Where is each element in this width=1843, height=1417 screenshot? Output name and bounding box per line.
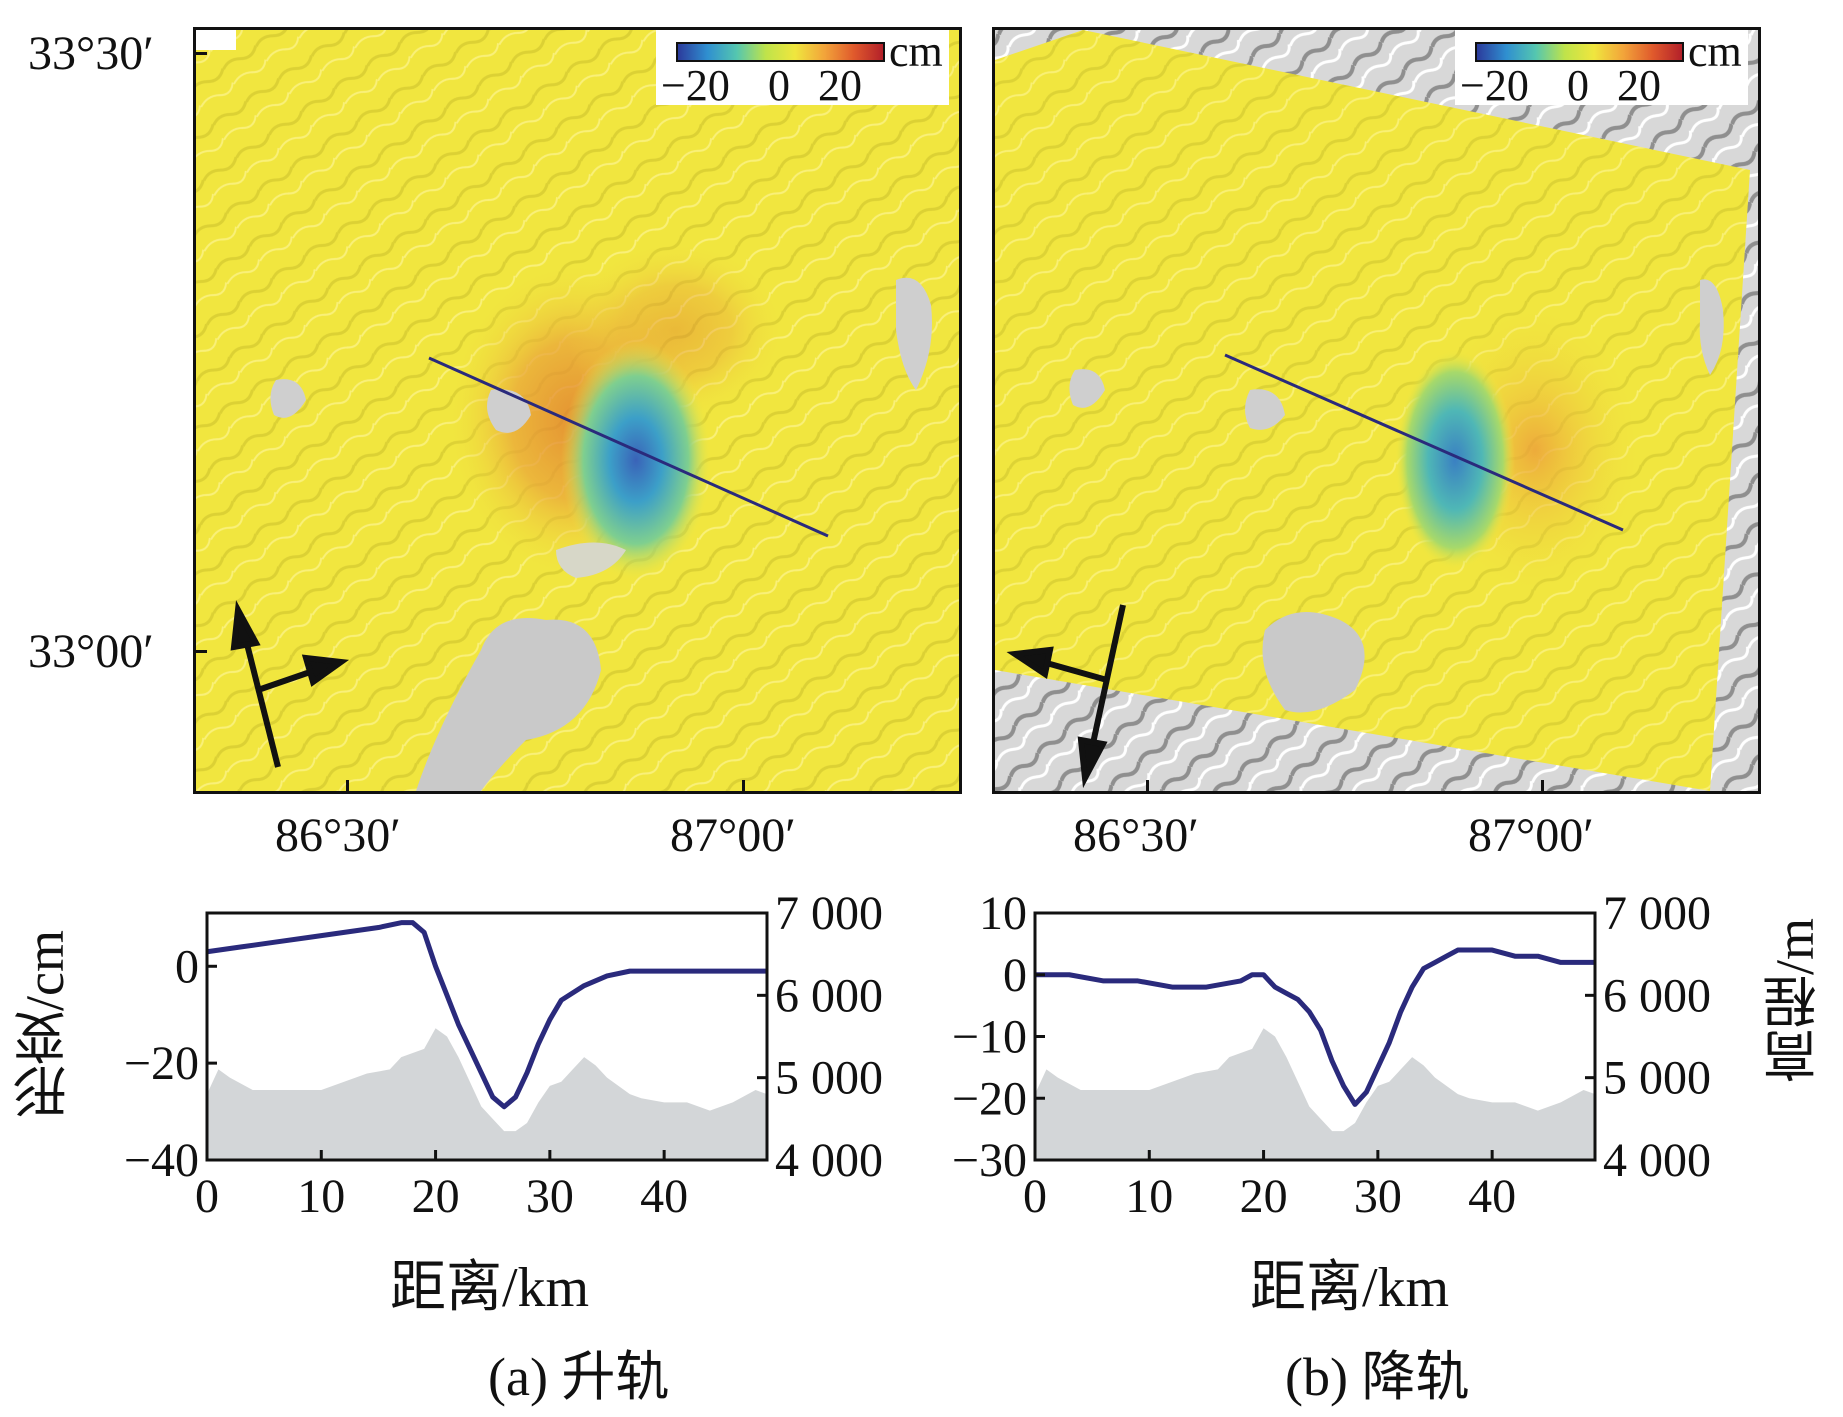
y2-tick-label: 7 000 — [775, 887, 883, 940]
x-tick-label: 20 — [412, 1170, 460, 1223]
tick-mark — [346, 780, 349, 794]
colorbar-tick: 0 — [768, 61, 790, 110]
y2-tick-label: 5 000 — [1603, 1052, 1711, 1105]
y-tick-label: −20 — [124, 1037, 199, 1090]
colorbar-tick: 20 — [1617, 61, 1661, 110]
plot-frame — [205, 911, 769, 1162]
y2-tick-label: 4 000 — [1603, 1134, 1711, 1187]
y2-tick-label: 4 000 — [775, 1134, 883, 1187]
map-descending-image — [995, 30, 1758, 791]
colorbar-gradient — [1475, 42, 1684, 62]
x-tick-label: 0 — [1023, 1170, 1047, 1223]
y-tick-label: 10 — [979, 887, 1027, 940]
x-tick-label: 10 — [297, 1170, 345, 1223]
x-tick-label: 30 — [526, 1170, 574, 1223]
chart-a-xlabel: 距离/km — [390, 1257, 590, 1319]
y2-tick-label: 6 000 — [775, 969, 883, 1022]
lon-label: 86°30′ — [1073, 809, 1199, 862]
tick-mark — [742, 780, 745, 794]
profile-line-descending — [1224, 353, 1624, 532]
x-tick-label: 10 — [1125, 1170, 1173, 1223]
colorbar-tick: 20 — [818, 61, 862, 110]
tick-mark — [1541, 780, 1544, 794]
x-tick-label: 30 — [1354, 1170, 1402, 1223]
tick-mark — [1146, 780, 1149, 794]
x-tick-label: 20 — [1240, 1170, 1288, 1223]
y2-tick-label: 7 000 — [1603, 887, 1711, 940]
colorbar-ascending: cm −20 0 20 — [656, 27, 949, 110]
y-tick-label: −20 — [952, 1072, 1027, 1125]
colorbar-tick: −20 — [661, 61, 730, 110]
tick-mark — [193, 52, 207, 55]
chart-b-xlabel: 距离/km — [1250, 1257, 1450, 1319]
x-tick-label: 40 — [1468, 1170, 1516, 1223]
colorbar-tick: −20 — [1460, 61, 1529, 110]
colorbar-descending: cm −20 0 20 — [1455, 27, 1748, 110]
deformation-line — [206, 920, 767, 1110]
map-descending: cm −20 0 20 — [992, 27, 1761, 794]
chart-a-ylabel: 形变/cm — [15, 930, 75, 1119]
elevation-area — [1035, 1028, 1595, 1160]
profile-charts: 0 10 20 30 40 0 −20 −40 7 000 6 000 5 000 4 000 0 10 2… — [124, 887, 1711, 1223]
colorbar-gradient — [676, 42, 885, 62]
x-tick-label: 0 — [195, 1170, 219, 1223]
deformation-line — [1035, 947, 1595, 1107]
elevation-area — [207, 1028, 767, 1160]
lat-label: 33°30′ — [28, 27, 154, 80]
lat-label: 33°00′ — [28, 625, 154, 678]
y-tick-label: −30 — [952, 1134, 1027, 1187]
lon-label: 86°30′ — [275, 809, 401, 862]
y2-tick-label: 5 000 — [775, 1052, 883, 1105]
x-tick-label: 40 — [640, 1170, 688, 1223]
colorbar-unit: cm — [889, 27, 943, 76]
y2-tick-label: 6 000 — [1603, 969, 1711, 1022]
lon-label: 87°00′ — [670, 809, 796, 862]
colorbar-unit: cm — [1688, 27, 1742, 76]
flight-direction-arrow-icon — [1006, 604, 1126, 789]
profile-line-ascending — [428, 356, 829, 538]
y-tick-label: 0 — [175, 940, 199, 993]
map-ascending-image — [196, 30, 959, 791]
flight-direction-arrow-icon — [230, 600, 350, 768]
caption-a: (a) 升轨 — [488, 1347, 670, 1407]
caption-b: (b) 降轨 — [1285, 1347, 1470, 1407]
y-tick-label: 0 — [1003, 949, 1027, 1002]
y-tick-label: −40 — [124, 1134, 199, 1187]
lon-label: 87°00′ — [1468, 809, 1594, 862]
chart-b-y2label: 高程/m — [1765, 918, 1825, 1084]
tick-mark — [193, 650, 207, 653]
colorbar-tick: 0 — [1567, 61, 1589, 110]
map-ascending: cm −20 0 20 — [193, 27, 962, 794]
y-tick-label: −10 — [952, 1011, 1027, 1064]
